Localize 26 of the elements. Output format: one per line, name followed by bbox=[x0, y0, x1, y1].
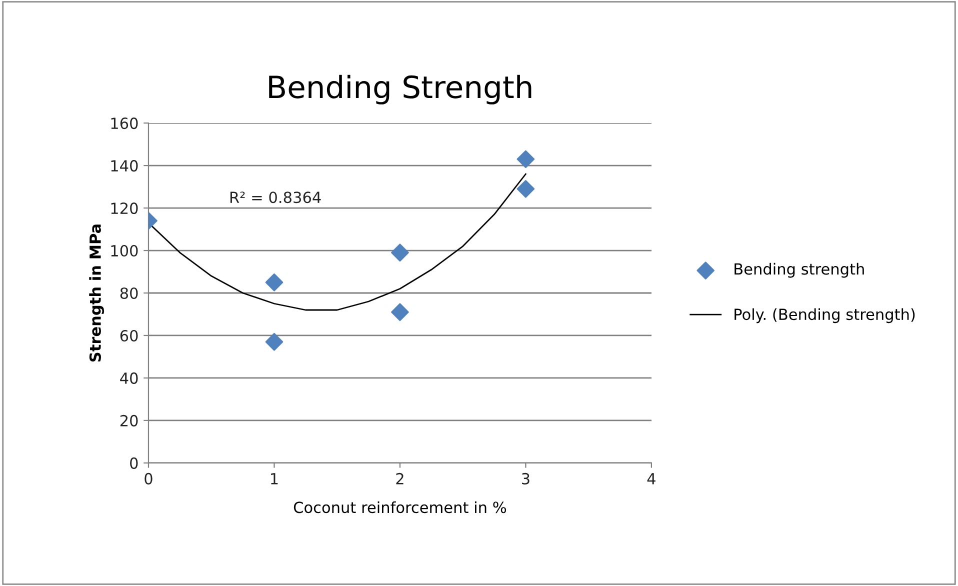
y-tick-label: 80 bbox=[120, 287, 138, 300]
y-tick-label: 120 bbox=[111, 202, 138, 214]
legend-label: Bending strength bbox=[734, 262, 864, 278]
y-axis-title: Strength in MPa bbox=[89, 224, 104, 362]
annotation: R² = 0.8364 bbox=[230, 192, 321, 204]
chart-title: Bending Strength bbox=[269, 74, 532, 104]
y-tick-label: 160 bbox=[111, 118, 138, 130]
point bbox=[516, 180, 535, 198]
point bbox=[265, 273, 284, 292]
x-tick-label: 3 bbox=[522, 472, 530, 484]
x-tick-label: 0 bbox=[144, 472, 152, 484]
y-tick-label: 140 bbox=[111, 160, 138, 172]
point bbox=[265, 332, 284, 351]
x-tick-label: 4 bbox=[647, 473, 656, 484]
y-tick-label: 20 bbox=[120, 414, 138, 426]
x-axis-title: Coconut reinforcement in % bbox=[294, 501, 506, 514]
x-tick-label: 2 bbox=[396, 472, 404, 484]
point bbox=[391, 303, 409, 322]
point bbox=[391, 244, 409, 262]
y-tick-label: 100 bbox=[111, 244, 138, 257]
point bbox=[516, 150, 535, 168]
y-tick-label: 60 bbox=[120, 330, 138, 342]
legend-label: Poly. (Bending strength) bbox=[734, 308, 915, 324]
y-tick-label: 0 bbox=[130, 457, 138, 469]
y-tick-label: 40 bbox=[120, 372, 138, 384]
x-tick-label: 1 bbox=[271, 473, 278, 484]
